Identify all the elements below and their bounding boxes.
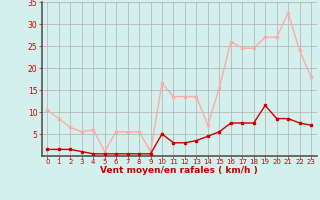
X-axis label: Vent moyen/en rafales ( km/h ): Vent moyen/en rafales ( km/h ) bbox=[100, 166, 258, 175]
